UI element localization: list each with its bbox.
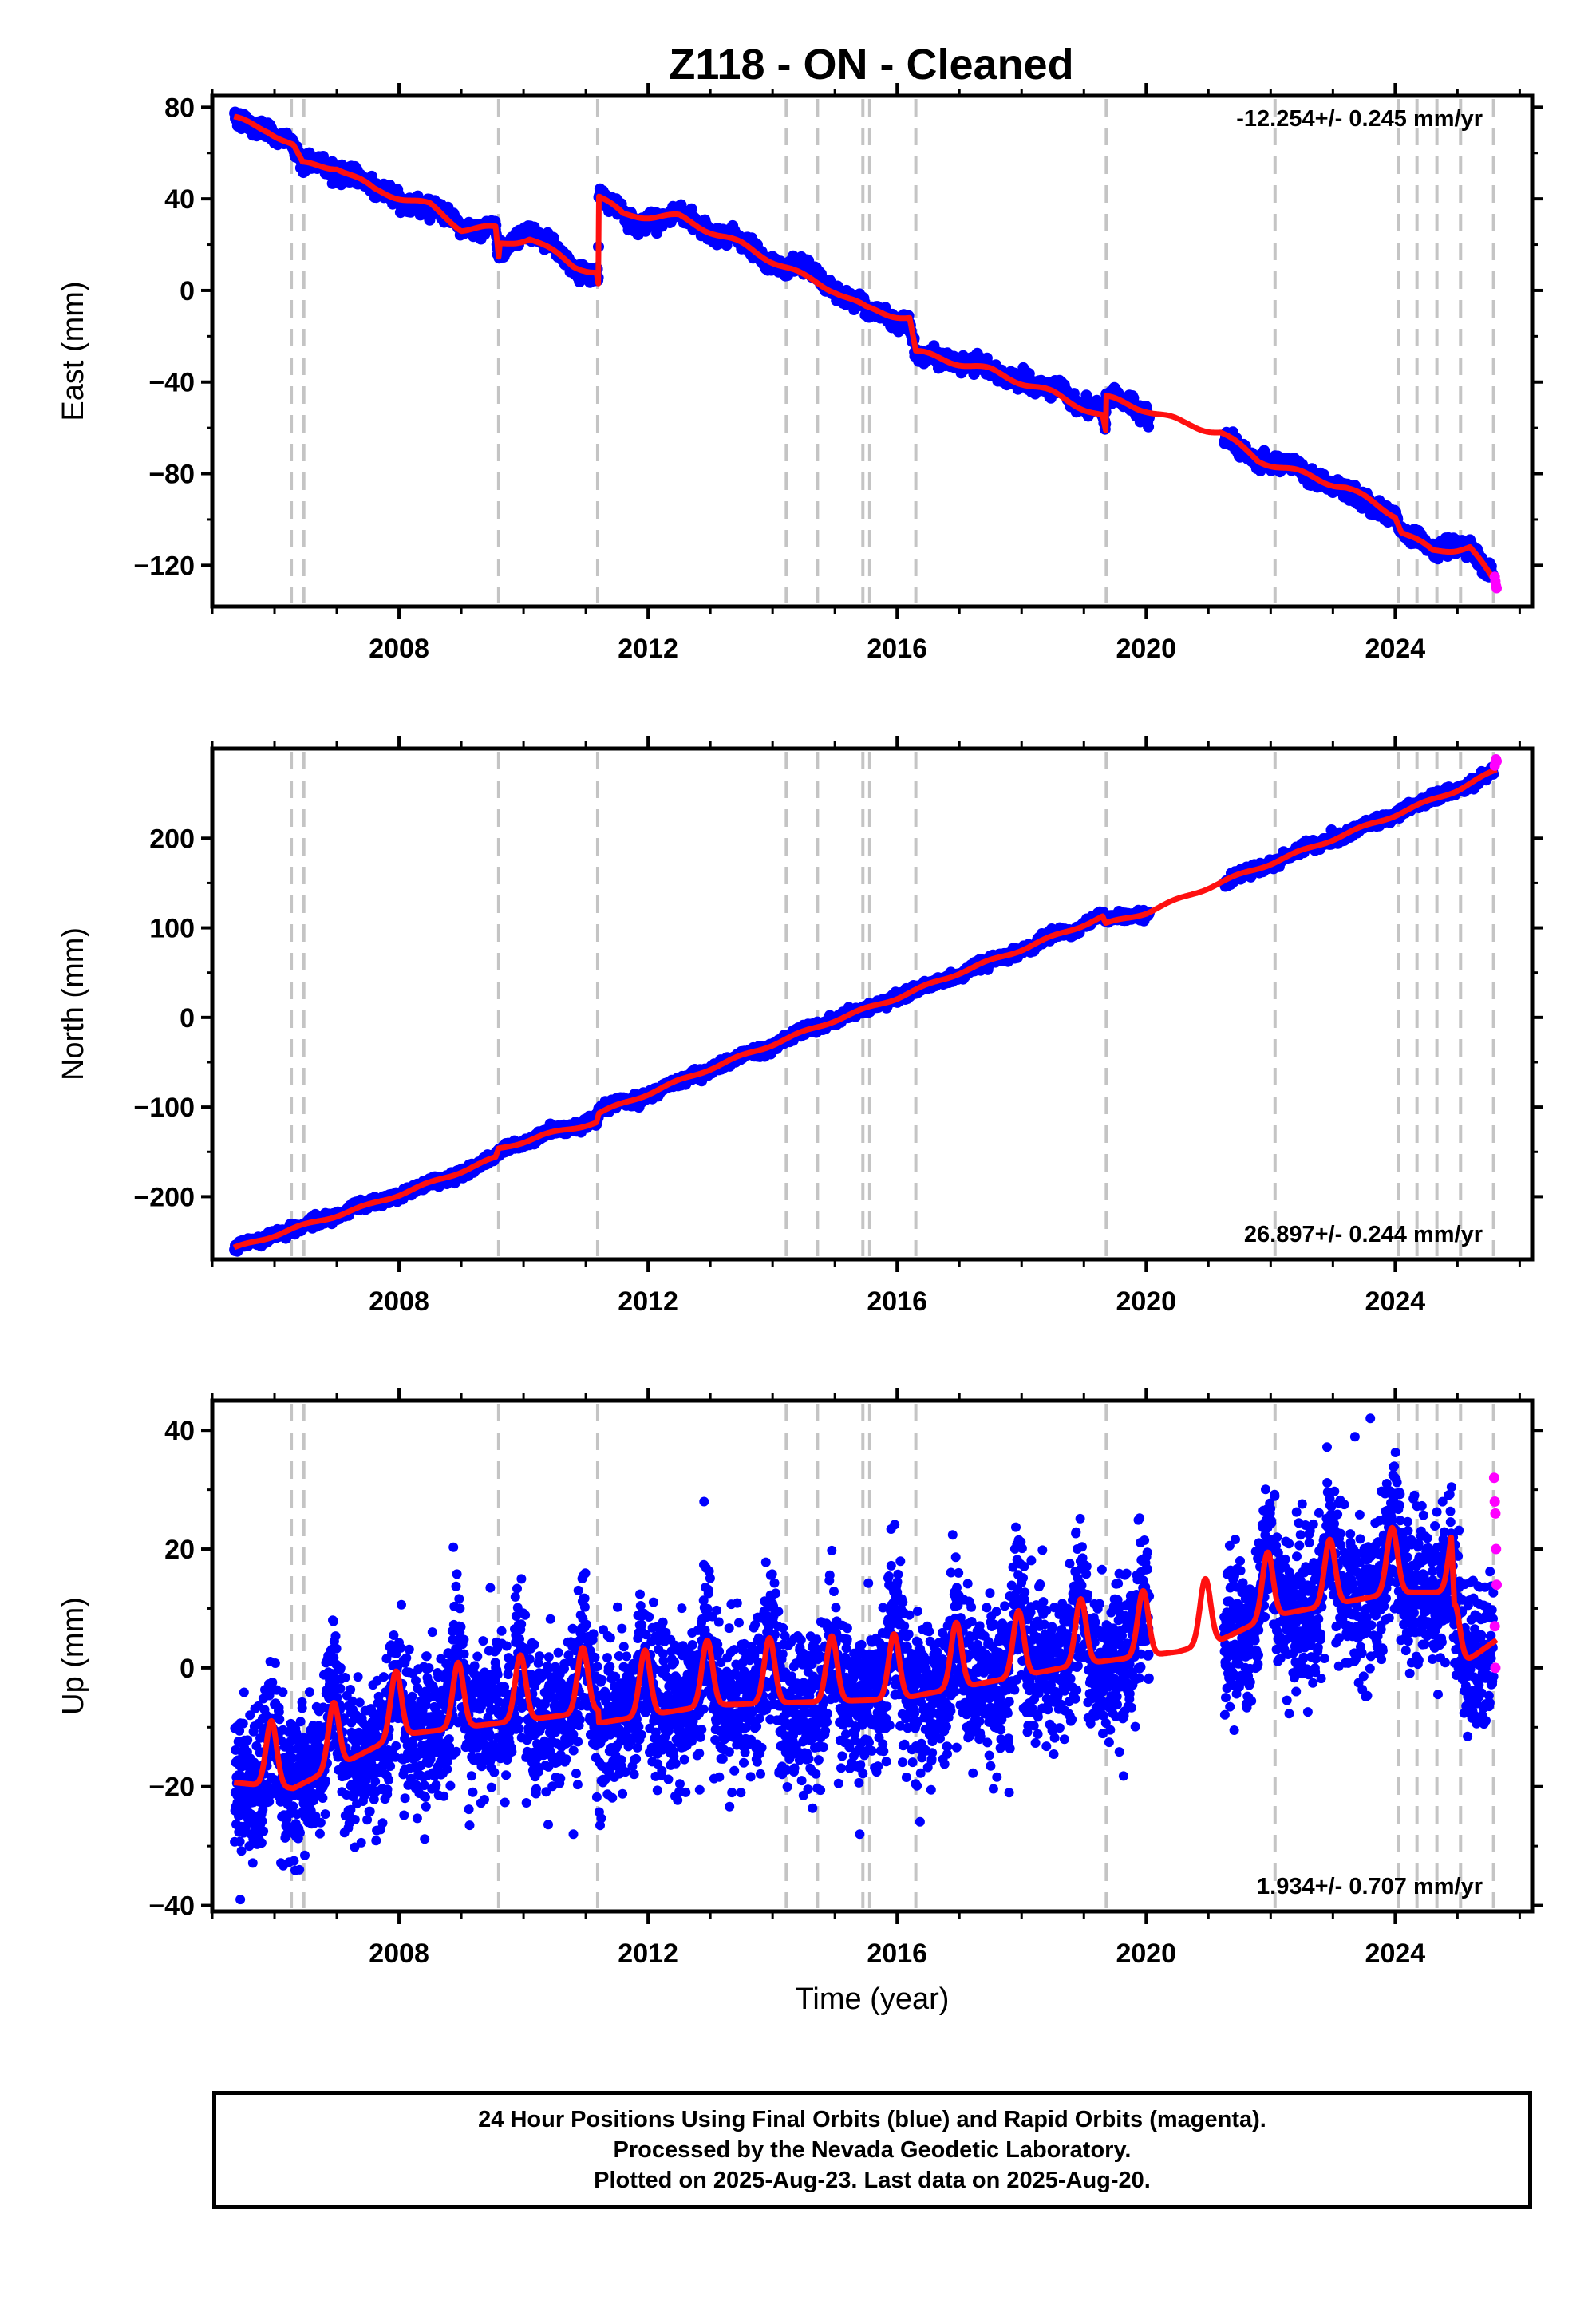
east-panel: 80 40 0 −40 −80 −120 2008 2012 2016 2020 2024 East …	[57, 83, 1543, 664]
rapid-orbit-points	[1489, 571, 1503, 594]
x-tick-label: 2008	[369, 634, 429, 664]
rapid-point	[1491, 583, 1503, 594]
event-lines	[290, 99, 1495, 603]
y-tick-label: 80	[164, 93, 195, 123]
plot-frame	[210, 93, 1535, 609]
x-tick-label: 2012	[618, 634, 678, 664]
y-tick-label: −80	[148, 460, 195, 490]
y-tick-label: 40	[164, 184, 195, 215]
chart-title: Z118 - ON - Cleaned	[669, 41, 1073, 89]
y-tick-label: 0	[180, 276, 195, 306]
velocity-label: -12.254+/- 0.245 mm/yr	[1236, 106, 1483, 132]
y-tick-label: −40	[148, 368, 195, 398]
x-tick-label: 2020	[1116, 634, 1176, 664]
x-tick-label: 2016	[867, 634, 927, 664]
y-axis-label: East (mm)	[57, 281, 90, 421]
x-tick-label: 2024	[1365, 634, 1426, 664]
model-fit-line	[231, 113, 1499, 587]
y-tick-label: −120	[133, 551, 195, 581]
